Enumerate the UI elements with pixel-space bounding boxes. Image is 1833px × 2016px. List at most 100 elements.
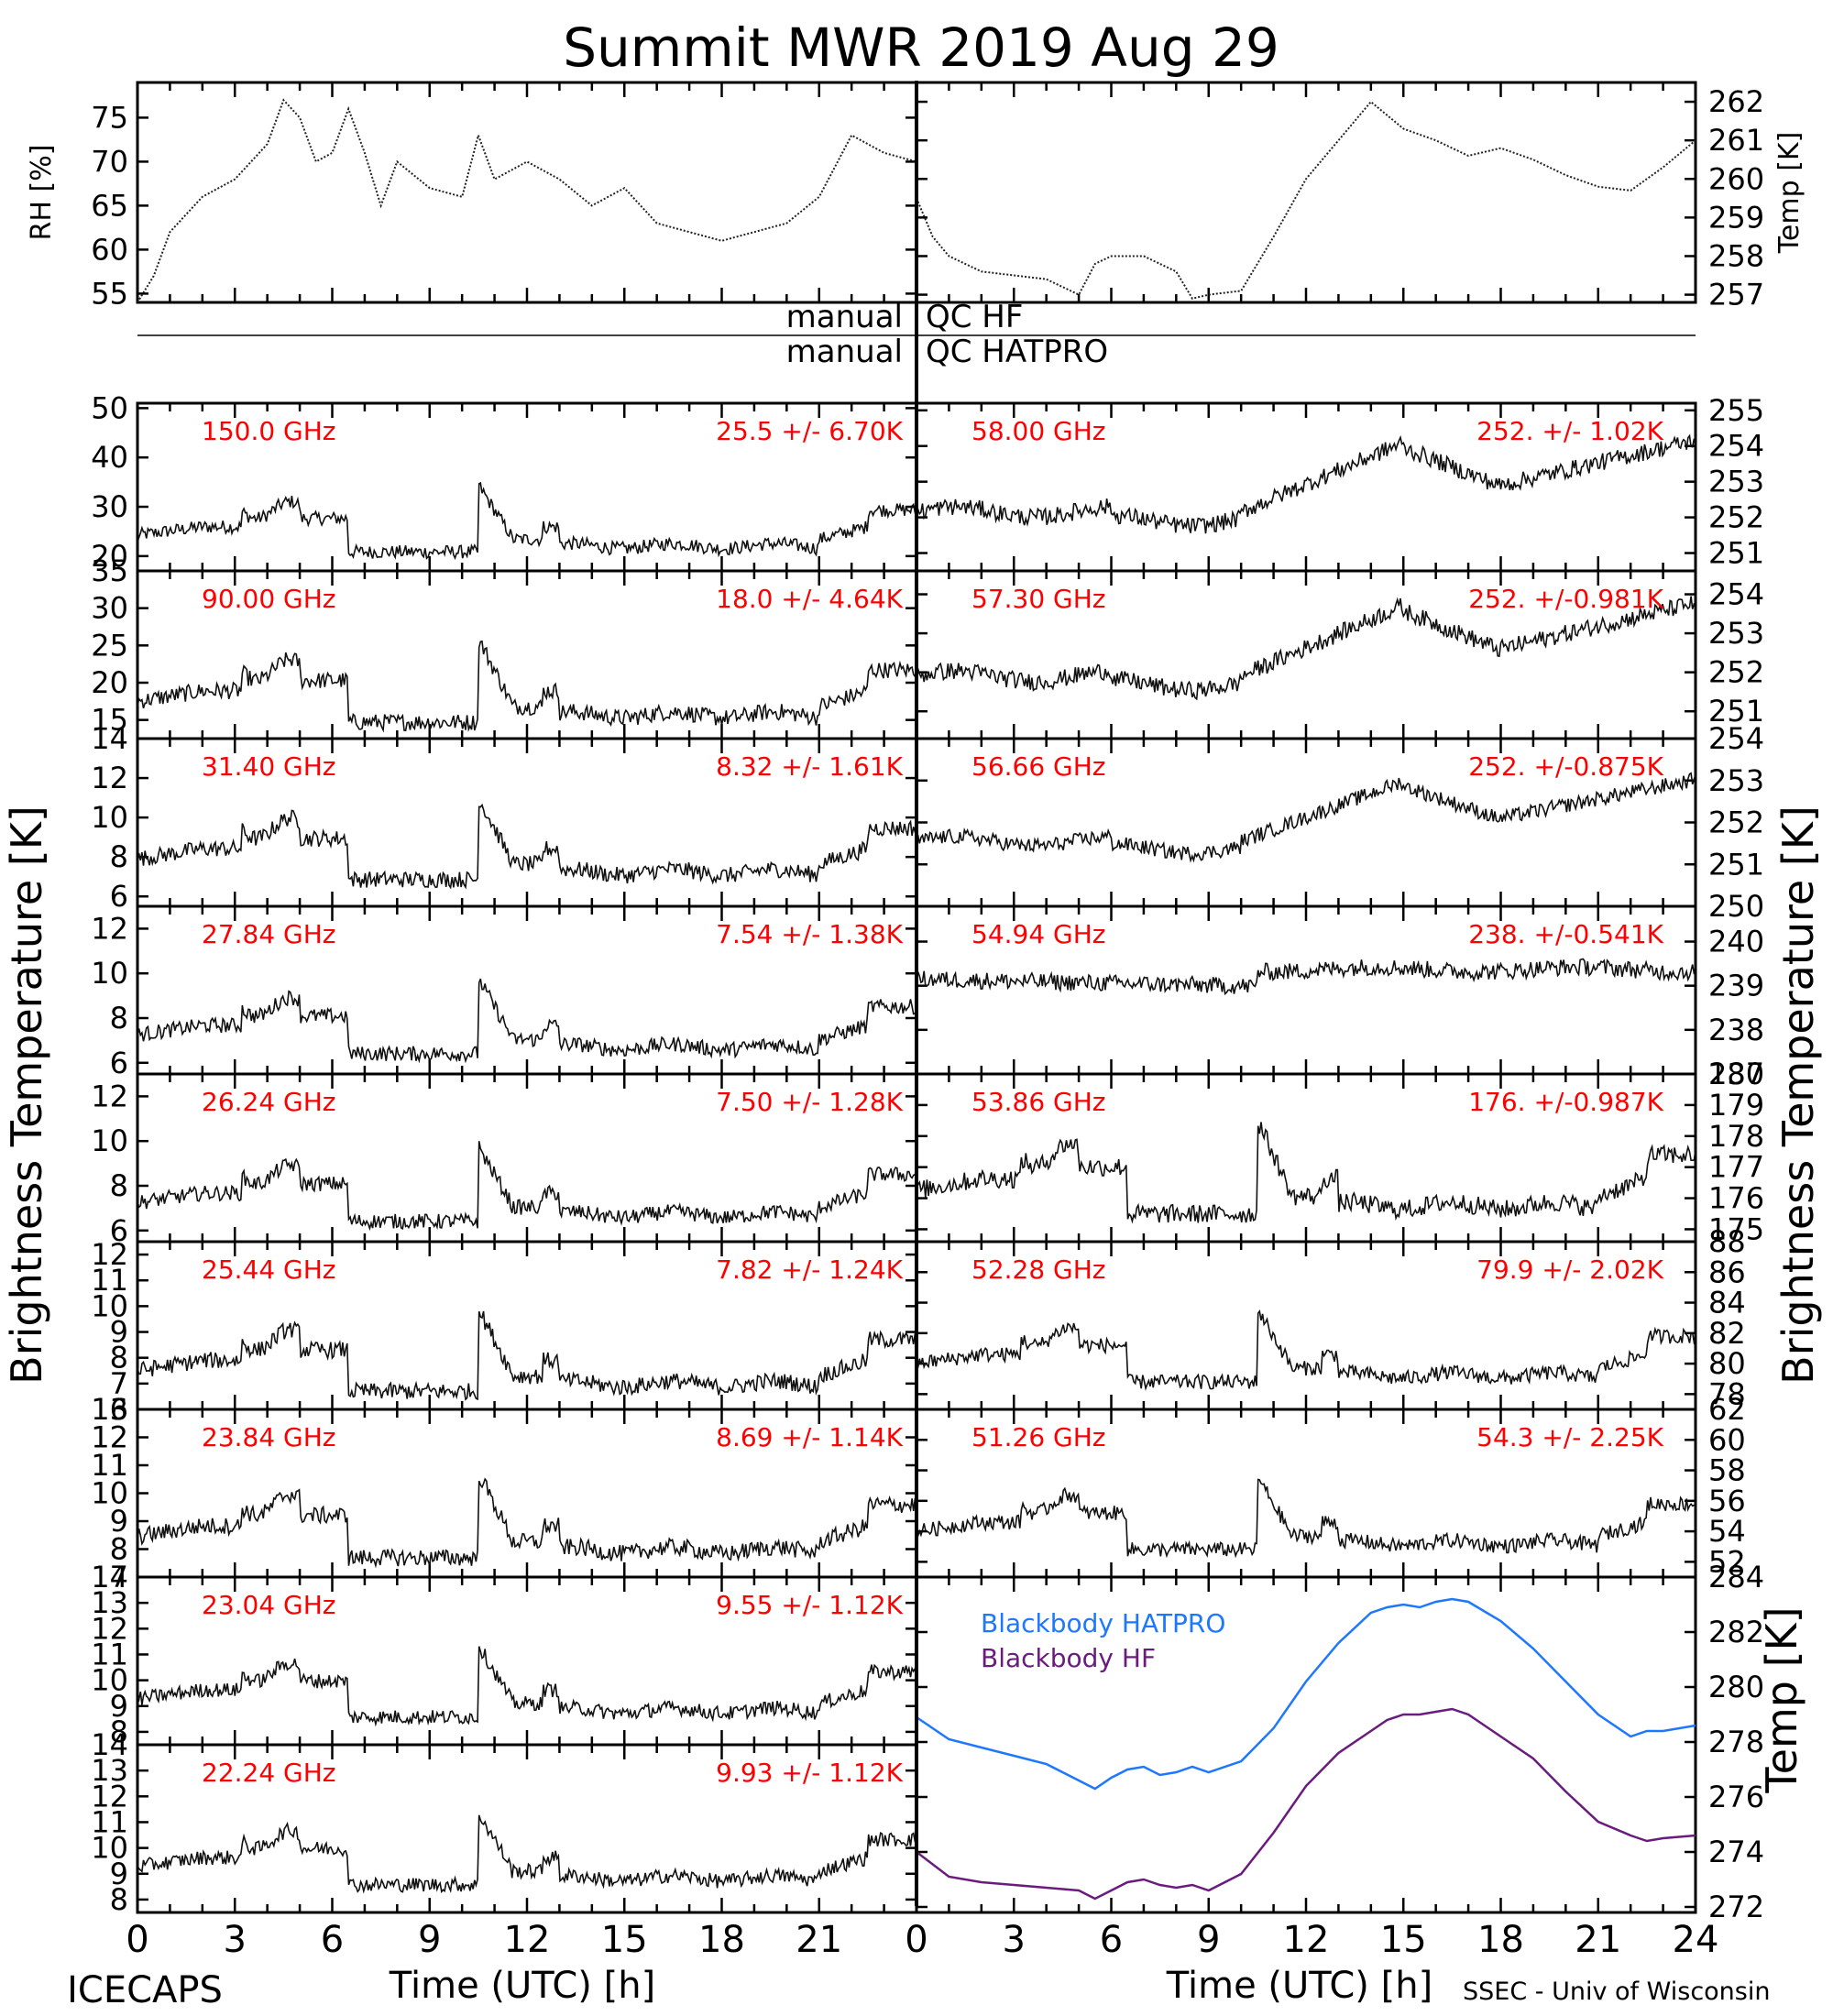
series-r1 [916,433,1696,534]
y-tick-label: 30 [91,489,128,524]
series-l9 [137,1814,917,1894]
stat-label: 7.82 +/- 1.24K [716,1255,903,1285]
y-tick-label: 12 [91,761,128,795]
rh-panel [136,81,918,304]
y-tick-label: 6 [110,1213,128,1248]
y-tick-label: 6 [110,1392,128,1427]
y-tick-label: 7 [110,1560,128,1594]
y-axis: 55 60 65 70 75 [91,100,916,311]
stat-label: 176. +/-0.987K [1468,1087,1663,1117]
freq-label: 51.26 GHz [971,1422,1106,1452]
qc-hf-left: manual [786,299,903,335]
x-tick-label: 6 [321,1919,344,1961]
freq-label: 31.40 GHz [202,751,336,782]
y-tick-label: 60 [91,232,128,267]
y-tick-label: 84 [1708,1286,1746,1320]
y-tick-label: 35 [91,553,128,588]
y-tick-label: 258 [1708,238,1764,273]
y-tick-label: 272 [1708,1890,1764,1924]
y-tick-label: 55 [91,276,128,311]
left-axis-label: Brightness Temperature [K] [2,805,51,1385]
y-tick-label: 257 [1708,278,1764,312]
temp-axis-label: Temp [K] [1773,132,1806,255]
y-tick-label: 20 [91,665,128,700]
freq-label: 57.30 GHz [971,584,1106,614]
data-line [137,978,917,1064]
y-tick-label: 75 [91,100,128,135]
series-l3 [137,803,917,890]
series-r6 [916,1309,1696,1391]
y-tick-label: 14 [91,1727,128,1762]
x-tick-label: 12 [1283,1919,1330,1961]
x-tick-label: 0 [126,1919,148,1961]
y-tick-label: 254 [1708,429,1764,464]
x-tick-label: 12 [504,1919,551,1961]
stat-label: 252. +/- 1.02K [1476,416,1663,446]
y-tick-label: 10 [91,1831,128,1866]
x-tick-label: 3 [1003,1919,1026,1961]
right-axis-label: Brightness Temperature [K] [1773,805,1823,1385]
x-tick-label: 18 [1477,1919,1524,1961]
footer-left: ICECAPS [67,1969,223,2011]
bb-series-1 [916,1707,1696,1901]
y-tick-label: 12 [91,1420,128,1455]
x-tick-label: 6 [1100,1919,1123,1961]
y-tick-label: 253 [1708,763,1764,798]
y-tick-label: 177 [1708,1150,1764,1185]
series-r7 [916,1478,1696,1559]
stat-label: 7.50 +/- 1.28K [716,1087,903,1117]
y-tick-label: 14 [91,721,128,756]
y-tick-label: 10 [91,1288,128,1323]
data-line [137,1814,917,1894]
y-tick-label: 9 [110,1857,128,1891]
data-line [916,1122,1696,1224]
x-ticks [136,739,918,906]
y-tick-label: 253 [1708,465,1764,499]
x-tick-label: 15 [1380,1919,1427,1961]
temp-line [916,100,1696,300]
series-l8 [137,1646,917,1727]
y-tick-label: 251 [1708,536,1764,571]
x-tick-label: 24 [1673,1919,1719,1961]
data-line [916,772,1696,863]
chart-title: Summit MWR 2019 Aug 29 [563,16,1279,79]
x-tick-label: 9 [418,1919,441,1961]
y-tick-label: 25 [91,628,128,663]
y-tick-label: 252 [1708,805,1764,840]
y-tick-label: 30 [91,591,128,626]
y-tick-label: 278 [1708,1725,1764,1759]
y-tick-label: 50 [91,390,128,425]
qc-hf-right: QC HF [926,299,1023,335]
y-tick-label: 12 [91,1237,128,1272]
data-line [916,1478,1696,1559]
y-tick-label: 14 [91,1560,128,1594]
y-tick-label: 260 [1708,161,1764,196]
y-tick-label: 10 [91,1476,128,1511]
x-tick-label: 21 [1575,1919,1621,1961]
data-line [916,1309,1696,1391]
data-line [137,1310,917,1401]
y-tick-label: 8 [110,1715,128,1749]
y-tick-label: 262 [1708,84,1764,119]
qc-hatpro-left: manual [786,334,903,370]
x-ticks [136,82,918,302]
y-tick-label: 237 [1708,1057,1764,1091]
y-tick-label: 238 [1708,1013,1764,1047]
qc-hatpro-right: QC HATPRO [926,334,1108,370]
y-tick-label: 176 [1708,1181,1764,1216]
stat-label: 8.69 +/- 1.14K [716,1422,903,1452]
y-tick-label: 6 [110,1046,128,1080]
y-axis: 272 274 276 278 280 282 284 [916,1560,1764,1924]
freq-label: 52.28 GHz [971,1255,1106,1285]
series-l1 [137,481,917,561]
x-ticks [136,571,918,739]
y-tick-label: 7 [110,1366,128,1401]
stat-label: 18.0 +/- 4.64K [716,584,903,614]
y-tick-label: 276 [1708,1780,1764,1814]
